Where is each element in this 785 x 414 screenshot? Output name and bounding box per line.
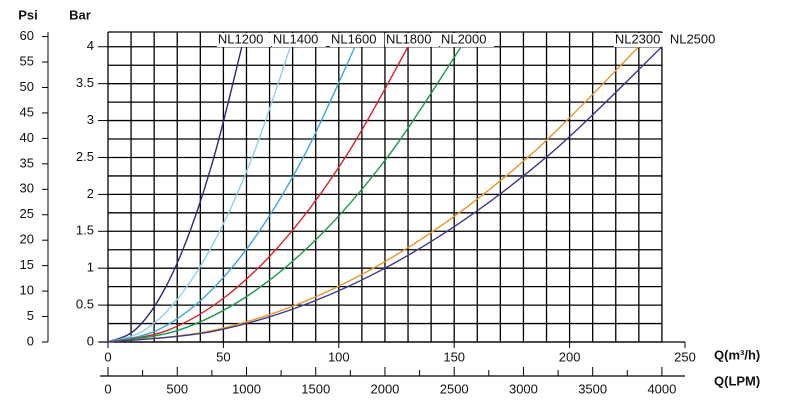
x2-axis-title: Q(LPM) xyxy=(714,373,760,388)
y2-tick-label: 45 xyxy=(20,104,34,119)
legend-bg xyxy=(613,33,668,47)
y2-axis-title: Psi xyxy=(18,7,38,22)
x-tick-label: 250 xyxy=(674,349,696,364)
y2-tick-label: 35 xyxy=(20,155,34,170)
x2-tick-label: 2000 xyxy=(370,381,399,396)
x-tick-label: 0 xyxy=(104,349,111,364)
y2-tick-label: 10 xyxy=(20,283,34,298)
y-tick-label: 3 xyxy=(87,112,94,127)
x2-tick-label: 4000 xyxy=(647,381,676,396)
x2-tick-label: 3000 xyxy=(509,381,538,396)
y-tick-label: 2 xyxy=(87,186,94,201)
y-tick-label: 4 xyxy=(87,38,94,53)
x-tick-label: 50 xyxy=(216,349,230,364)
line-series xyxy=(107,46,640,343)
y-tick-label: 0 xyxy=(87,333,94,348)
y-tick-label: 0.5 xyxy=(76,297,94,312)
x-tick-label: 200 xyxy=(559,349,581,364)
line-series xyxy=(107,46,663,343)
line-series xyxy=(107,46,243,343)
legend-bg xyxy=(439,33,494,47)
y2-tick-label: 0 xyxy=(27,333,34,348)
y2-tick-label: 50 xyxy=(20,79,34,94)
line-series xyxy=(107,46,409,343)
legend-label: NL1200 xyxy=(218,31,264,46)
x-tick-label: 100 xyxy=(328,349,350,364)
legend-bg xyxy=(384,33,439,47)
x2-tick-label: 1000 xyxy=(232,381,261,396)
y2-tick-label: 20 xyxy=(20,232,34,247)
legend-label: NL2000 xyxy=(441,31,487,46)
x2-tick-label: 1500 xyxy=(301,381,330,396)
y-axis-title: Bar xyxy=(69,7,91,22)
legend-label: NL2300 xyxy=(615,31,661,46)
y2-tick-label: 15 xyxy=(20,257,34,272)
legend-label: NL1800 xyxy=(386,31,432,46)
y2-tick-label: 40 xyxy=(20,130,34,145)
legend-bg xyxy=(329,33,384,47)
y2-tick-label: 55 xyxy=(20,53,34,68)
y-tick-label: 1.5 xyxy=(76,223,94,238)
y-tick-label: 3.5 xyxy=(76,75,94,90)
x2-tick-label: 3500 xyxy=(578,381,607,396)
x2-tick-label: 500 xyxy=(166,381,188,396)
x-axis-title: Q(m³/h) xyxy=(714,347,760,362)
x2-tick-label: 2500 xyxy=(440,381,469,396)
y-tick-label: 1 xyxy=(87,260,94,275)
y-tick-label: 2.5 xyxy=(76,149,94,164)
y2-tick-label: 5 xyxy=(27,308,34,323)
legend-bg xyxy=(216,33,271,47)
x2-tick-label: 0 xyxy=(104,381,111,396)
legend-label: NL2500 xyxy=(670,31,716,46)
line-series xyxy=(107,46,356,343)
legend-bg xyxy=(668,33,723,47)
legend-label: NL1600 xyxy=(331,31,377,46)
line-series xyxy=(107,46,462,343)
legend-bg xyxy=(271,33,326,47)
y2-tick-label: 25 xyxy=(20,206,34,221)
legend-label: NL1400 xyxy=(273,31,319,46)
y2-tick-label: 60 xyxy=(20,28,34,43)
y2-tick-label: 30 xyxy=(20,181,34,196)
line-series xyxy=(107,46,291,343)
x-tick-label: 150 xyxy=(443,349,465,364)
